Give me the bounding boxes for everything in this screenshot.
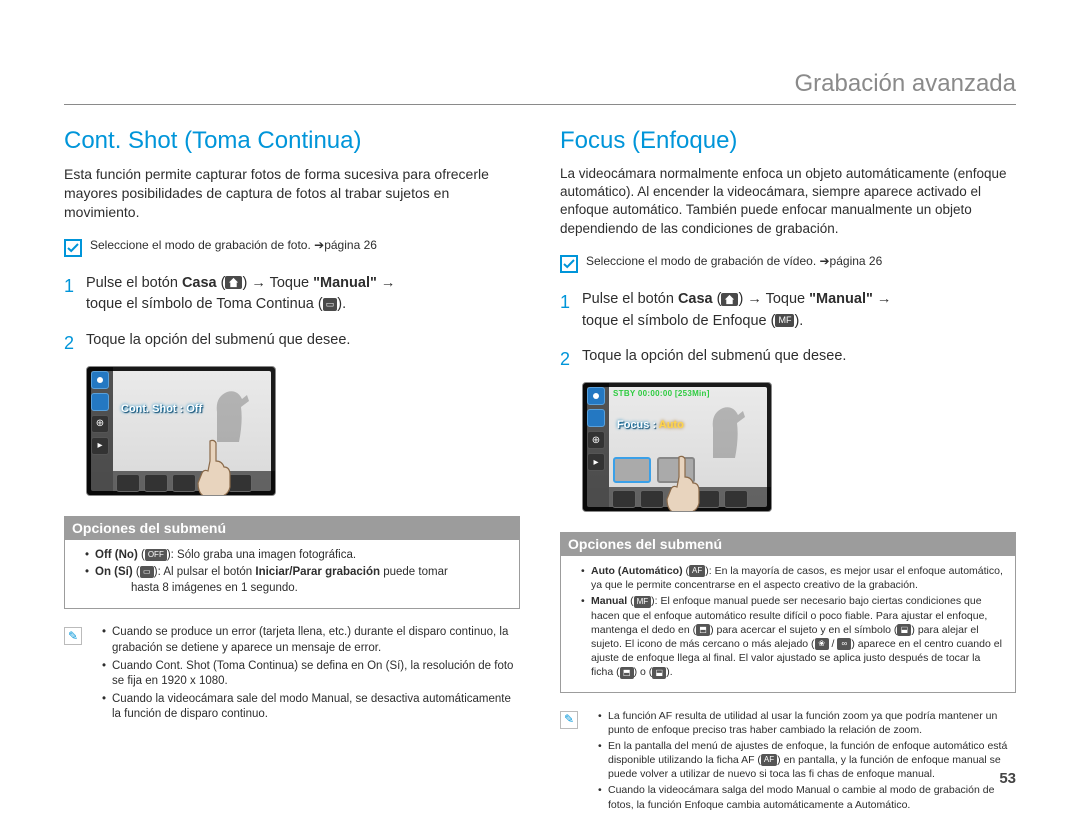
bottom-chip-icon [724,490,748,508]
right-prereq-text: Seleccione el modo de grabación de vídeo… [586,254,882,270]
right-tip-1: La función AF resulta de utilidad al usa… [598,709,1016,737]
near-icon: ⬒ [620,667,634,679]
left-tip-1: Cuando se produce un error (tarjeta llen… [102,625,520,656]
left-intro: Esta función permite capturar fotos de f… [64,165,520,222]
checkbox-icon [64,239,82,257]
right-step-1: Pulse el botón Casa () → Toque "Manual" … [560,289,1016,333]
infinity-icon: ∞ [837,638,851,650]
checkbox-icon [560,255,578,273]
right-options-box: Auto (Automático) (AF): En la mayoría de… [560,556,1016,692]
right-options-header: Opciones del submenú [560,532,1016,556]
left-options-header: Opciones del submenú [64,516,520,540]
option-manual: Manual (MF): El enfoque manual puede ser… [581,594,1005,679]
far-icon: ⬓ [652,667,666,679]
left-column: Cont. Shot (Toma Continua) Esta función … [64,127,520,814]
left-screen-illustration: ⊕ ▸ Cont. Shot : Off [86,366,276,496]
touch-finger-icon [192,437,234,496]
playback-icon: ▸ [91,437,109,455]
left-step-1: Pulse el botón Casa () → Toque "Manual" … [64,273,520,317]
manual-icon: MF [634,596,652,608]
right-tip-3: Cuando la videocámara salga del modo Man… [598,783,1016,811]
left-tip-box: ✎ Cuando se produce un error (tarjeta ll… [64,625,520,724]
af-tab-icon: AF [761,754,777,766]
right-tip-box: ✎ La función AF resulta de utilidad al u… [560,709,1016,814]
pencil-icon: ✎ [64,627,82,645]
focus-option-near-icon [613,457,651,483]
playback-icon: ▸ [587,453,605,471]
option-off: Off (No) (OFF): Sólo graba una imagen fo… [85,548,509,564]
overlay-label: Cont. Shot : Off [121,403,202,415]
touch-finger-icon [661,453,703,512]
left-title: Cont. Shot (Toma Continua) [64,127,520,155]
far-icon: ⬓ [897,624,911,636]
home-icon [225,276,242,289]
left-tip-3: Cuando la videocámara sale del modo Manu… [102,692,520,723]
section-header: Grabación avanzada [64,70,1016,105]
right-steps: Pulse el botón Casa () → Toque "Manual" … [560,289,1016,368]
option-on: On (Sí) (▭): Al pulsar el botón Iniciar/… [85,565,509,596]
cont-shot-icon: ▭ [323,298,338,311]
overlay-label: Focus : Auto [617,419,684,431]
auto-icon: AF [689,565,705,577]
home-icon [721,293,738,306]
on-icon: ▭ [140,566,154,578]
right-screen-illustration: ⊕ ▸ STBY 00:00:00 [253Min] Focus : Auto [582,382,772,512]
side-chip-icon [91,371,109,389]
zoom-icon: ⊕ [91,415,109,433]
near-icon: ⬒ [696,624,710,636]
option-on-sub: hasta 8 imágenes en 1 segundo. [121,581,509,597]
right-tip-2: En la pantalla del menú de ajustes de en… [598,739,1016,782]
bottom-chip-icon [612,490,636,508]
off-icon: OFF [145,549,167,561]
side-chip-icon [91,393,109,411]
left-step-2: Toque la opción del submenú que desee. [64,330,520,352]
bottom-chip-icon [144,474,168,492]
focus-icon: MF [775,314,794,327]
right-column: Focus (Enfoque) La videocámara normalmen… [560,127,1016,814]
side-chip-icon [587,409,605,427]
two-column-layout: Cont. Shot (Toma Continua) Esta función … [64,127,1016,814]
left-options-box: Off (No) (OFF): Sólo graba una imagen fo… [64,540,520,610]
right-intro: La videocámara normalmente enfoca un obj… [560,165,1016,238]
option-auto: Auto (Automático) (AF): En la mayoría de… [581,564,1005,592]
right-prereq-note: Seleccione el modo de grabación de vídeo… [560,254,1016,273]
zoom-icon: ⊕ [587,431,605,449]
pencil-icon: ✎ [560,711,578,729]
page-number: 53 [999,770,1016,787]
flower-icon: ❀ [815,638,829,650]
bottom-chip-icon [116,474,140,492]
side-chip-icon [587,387,605,405]
left-tip-2: Cuando Cont. Shot (Toma Continua) se def… [102,659,520,690]
left-prereq-text: Seleccione el modo de grabación de foto.… [90,238,377,254]
left-prereq-note: Seleccione el modo de grabación de foto.… [64,238,520,257]
left-steps: Pulse el botón Casa () → Toque "Manual" … [64,273,520,352]
right-title: Focus (Enfoque) [560,127,1016,155]
right-step-2: Toque la opción del submenú que desee. [560,346,1016,368]
